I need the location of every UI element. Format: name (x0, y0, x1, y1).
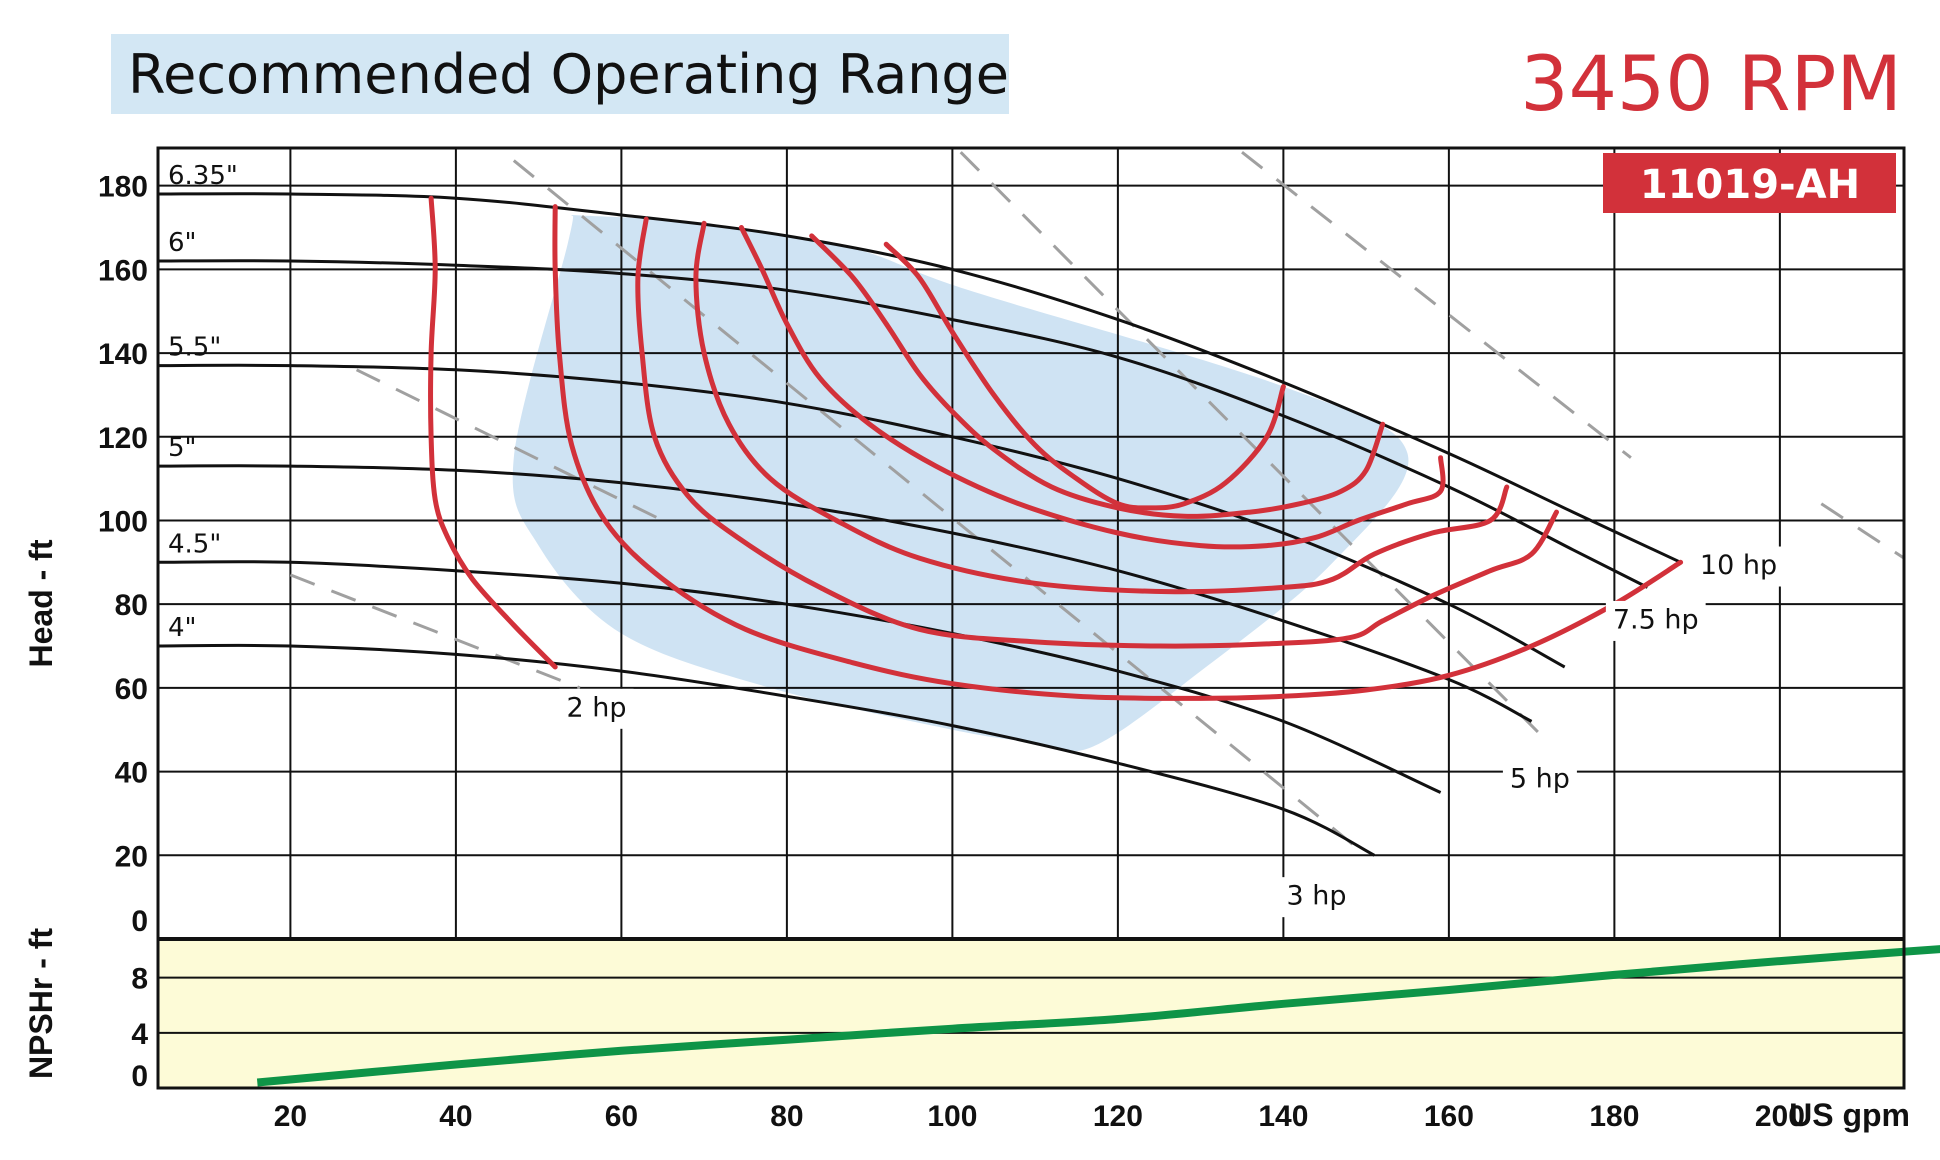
impeller-diameter-label: 6" (168, 228, 197, 258)
x-tick-label: 200 (1755, 1100, 1805, 1133)
recommended-range-area (512, 215, 1409, 752)
impeller-diameter-label: 5" (168, 433, 197, 463)
title-background (111, 34, 1009, 114)
horsepower-label-group: 10 hp (1692, 546, 1785, 587)
npshr-y-tick-label: 8 (131, 963, 148, 996)
npshr-y-tick-label: 0 (131, 1060, 148, 1093)
y-axis-title-head: Head - ft (23, 539, 59, 667)
impeller-diameter-label: 4.5" (168, 529, 221, 559)
y-tick-label: 160 (98, 254, 148, 287)
head-panel: 6.35" 6" 5.5" 5" 4.5" 4" 2 hp 3 hp 5 hp 7.5 hp10 … (23, 146, 1906, 1088)
horsepower-label-background (559, 688, 634, 729)
horsepower-line (959, 151, 1550, 744)
horsepower-line (512, 159, 1368, 857)
horsepower-label-group: 3 hp (1279, 877, 1354, 918)
horsepower-label-background (1605, 600, 1706, 641)
horsepower-line (355, 368, 664, 522)
y-tick-label: 100 (98, 505, 148, 538)
x-tick-label: 40 (439, 1100, 472, 1133)
efficiency-contour (552, 204, 1684, 701)
y-tick-label: 60 (115, 673, 148, 706)
impeller-curve (157, 560, 1442, 794)
horsepower-line (1820, 502, 1905, 560)
horsepower-line (289, 573, 581, 690)
x-tick-label: 100 (927, 1100, 977, 1133)
horsepower-label-background (1502, 759, 1577, 800)
horsepower-label-group: 2 hp (559, 688, 634, 729)
npshr-line (256, 945, 1940, 1087)
y-tick-label: 40 (115, 757, 148, 790)
x-tick-label: 120 (1093, 1100, 1143, 1133)
npshr-plot-frame (156, 937, 1906, 1090)
efficiency-contour (428, 195, 558, 670)
impeller-curve (157, 192, 1682, 564)
impeller-diameter-label: 4" (168, 613, 197, 643)
chart-title: Recommended Operating Range (128, 43, 1009, 106)
efficiency-contour (809, 233, 1386, 519)
x-axis-title: US gpm (1789, 1097, 1910, 1133)
y-tick-label: 0 (131, 905, 148, 938)
horsepower-label: 2 hp (567, 692, 627, 723)
efficiency-contour (635, 216, 1559, 649)
model-number: 11019-AH (1640, 162, 1860, 208)
x-tick-label: 60 (605, 1100, 638, 1133)
impeller-curve (157, 643, 1376, 857)
y-tick-label: 20 (115, 840, 148, 873)
horsepower-label: 10 hp (1700, 550, 1777, 581)
x-tick-label: 160 (1424, 1100, 1474, 1133)
efficiency-contour (738, 225, 1446, 550)
horsepower-label-group: 5 hp (1502, 759, 1577, 800)
rpm-label: 3450 RPM (1520, 39, 1902, 128)
impeller-diameter-label: 5.5" (168, 333, 221, 363)
y-tick-label: 80 (115, 589, 148, 622)
horsepower-label: 5 hp (1510, 763, 1570, 794)
model-badge (1603, 153, 1896, 213)
efficiency-contour (883, 241, 1286, 511)
efficiency-contour (693, 220, 1510, 595)
x-tick-label: 20 (274, 1100, 307, 1133)
y-tick-label: 140 (98, 338, 148, 371)
x-tick-label: 180 (1589, 1100, 1639, 1133)
horsepower-label-background (1692, 546, 1785, 587)
horsepower-label-background (1279, 877, 1354, 918)
horsepower-label-group: 7.5 hp (1605, 600, 1706, 641)
x-tick-label: 80 (770, 1100, 803, 1133)
impeller-curve (157, 259, 1649, 589)
npshr-y-tick-label: 4 (131, 1018, 148, 1051)
x-tick-label: 140 (1258, 1100, 1308, 1133)
horsepower-label: 7.5 hp (1613, 604, 1699, 635)
horsepower-label: 3 hp (1286, 881, 1346, 912)
y-tick-label: 120 (98, 422, 148, 455)
y-tick-label: 180 (98, 171, 148, 204)
horsepower-line (1241, 151, 1632, 459)
impeller-diameter-label: 6.35" (168, 161, 238, 191)
y-axis-title-npshr: NPSHr - ft (23, 928, 59, 1079)
